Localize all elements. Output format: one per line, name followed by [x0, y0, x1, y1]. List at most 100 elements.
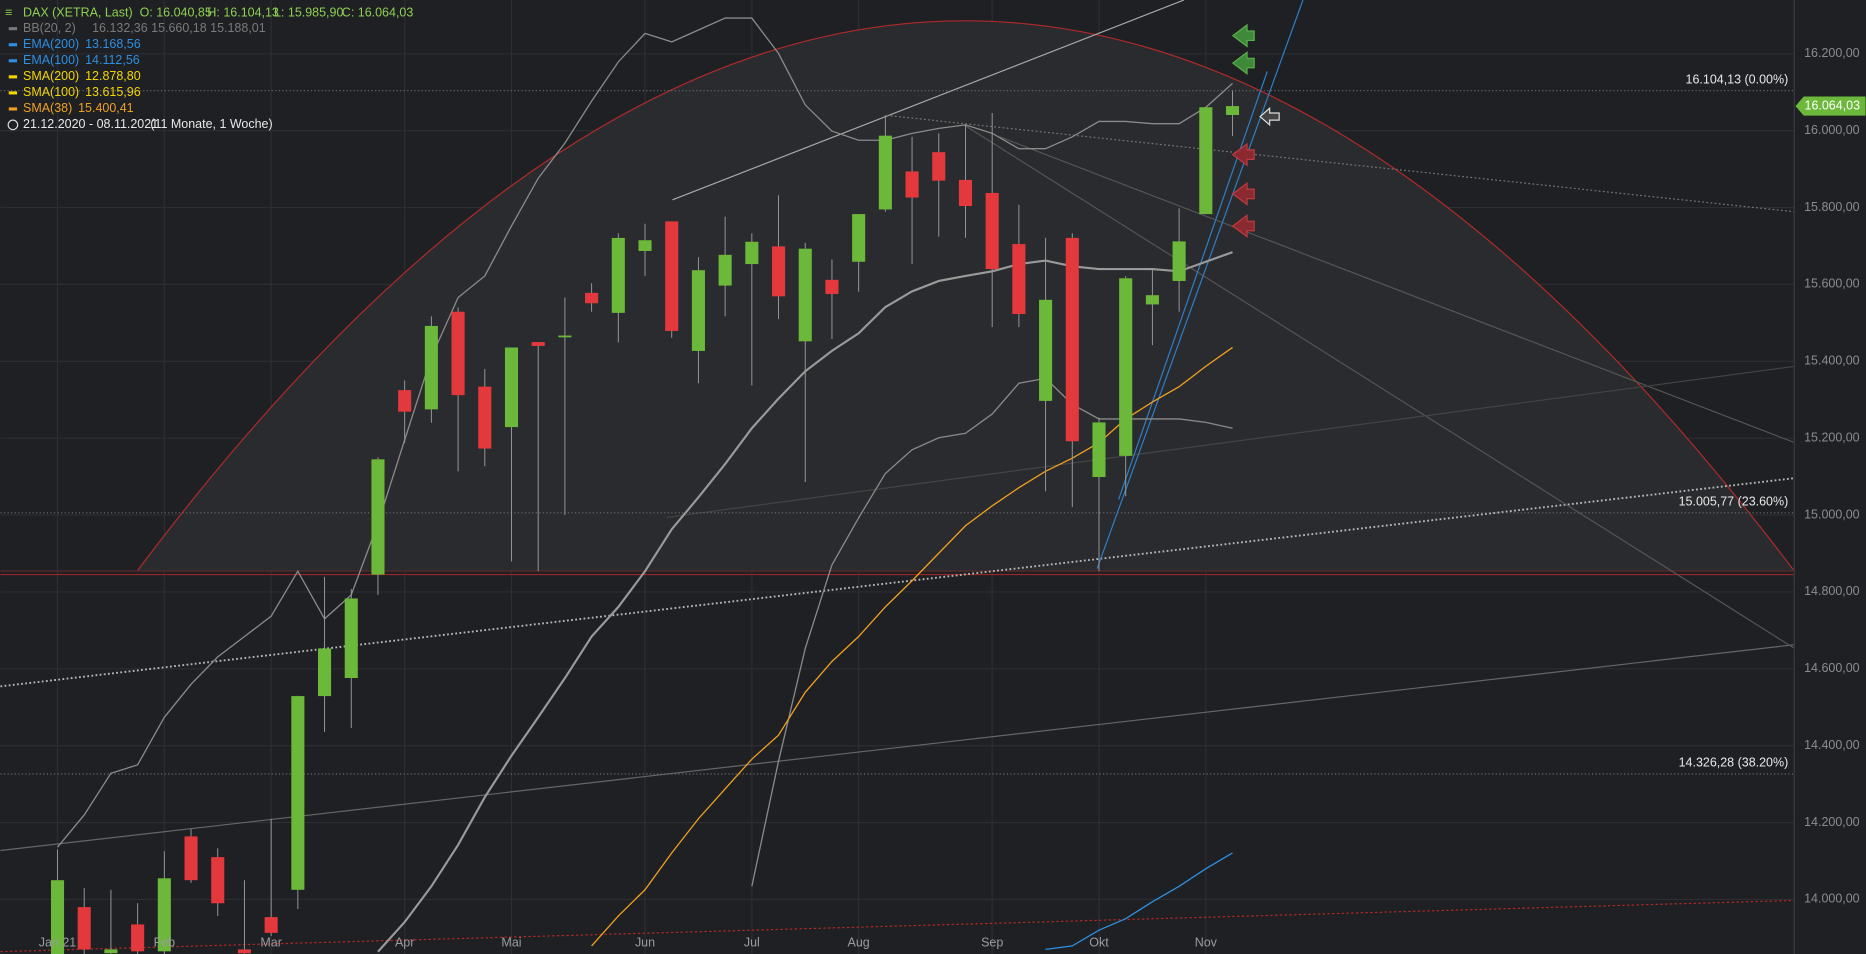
header-low: L: 15.985,90 [274, 5, 343, 19]
legend-value: 13.168,56 [85, 37, 141, 51]
y-tick-label: 16.000,00 [1804, 123, 1860, 137]
x-tick-label: Sep [981, 936, 1003, 950]
candle-body [1172, 241, 1186, 281]
candle-body [531, 342, 545, 346]
legend-value: 13.615,96 [85, 85, 141, 99]
arrow-left [1259, 106, 1280, 127]
legend-name: EMA(200) [23, 37, 79, 51]
candle-body [451, 311, 465, 396]
legend-swatch [8, 43, 18, 47]
candle-body [1199, 107, 1213, 215]
candle-body [932, 152, 946, 181]
candle-body [691, 270, 705, 351]
signal-arrows [1231, 23, 1280, 238]
candle-body [1145, 295, 1159, 305]
y-tick-label: 15.200,00 [1804, 430, 1860, 444]
y-tick-label: 16.200,00 [1804, 46, 1860, 60]
arrow-down [1231, 214, 1255, 238]
legend-name: SMA(200) [23, 69, 79, 83]
arrow-down [1231, 142, 1255, 167]
x-tick-label: Aug [848, 936, 870, 950]
legend-value: 12.878,80 [85, 69, 141, 83]
legend-swatch [8, 59, 18, 63]
header-open: O: 16.040,85 [140, 5, 212, 19]
candle-body [398, 390, 412, 412]
x-tick-label: Mar [260, 936, 282, 950]
arrow-up [1231, 51, 1255, 75]
x-tick-label: Jun [635, 936, 655, 950]
y-tick-label: 15.400,00 [1804, 354, 1860, 368]
x-tick-label: Jul [744, 936, 760, 950]
x-tick-label: Feb [154, 936, 176, 950]
candle-body [771, 246, 786, 297]
y-tick-label: 14.000,00 [1804, 892, 1860, 906]
chart-icon: ≡ [5, 5, 12, 19]
trend-line [963, 124, 1795, 649]
y-tick-label: 14.400,00 [1804, 738, 1860, 752]
candle-body [852, 214, 866, 262]
legend-value: 15.400,41 [78, 101, 134, 115]
candle-body [611, 237, 625, 313]
legend-swatch [8, 75, 18, 79]
candle-body [985, 192, 999, 270]
x-tick-label: Nov [1195, 936, 1218, 950]
level-label: 16.104,13 (0.00%) [1686, 72, 1789, 86]
trend-line [672, 0, 1185, 201]
arrow-up [1231, 23, 1255, 48]
candle-body [424, 325, 438, 410]
y-tick-label: 14.800,00 [1804, 584, 1860, 598]
x-tick-label: Apr [395, 936, 414, 950]
y-tick-label: 15.800,00 [1804, 200, 1860, 214]
candle-body [638, 240, 652, 251]
candle-body [1065, 237, 1079, 442]
price-tag [1795, 96, 1866, 116]
level-label: 15.005,77 (23.60%) [1679, 494, 1789, 508]
header-title: DAX (XETRA, Last) [23, 5, 133, 19]
candle-body [291, 696, 305, 890]
candle-body [131, 924, 145, 952]
candle-body [504, 347, 519, 428]
indicator-line [751, 377, 1233, 887]
candle-body [825, 279, 839, 295]
candle-body [77, 907, 91, 950]
trend-line [0, 899, 1795, 953]
trend-line [1118, 71, 1268, 500]
legend-swatch [8, 91, 18, 95]
legend-name: BB(20, 2) [23, 21, 76, 35]
indicator-line [1045, 852, 1233, 951]
trend-line [0, 477, 1795, 688]
period: 21.12.2020 - 08.11.2021 [23, 117, 158, 131]
candle-body [558, 335, 572, 338]
level-label: 14.326,28 (38.20%) [1679, 756, 1789, 770]
candle-body [1119, 278, 1133, 456]
period-note: (11 Monate, 1 Woche) [150, 117, 272, 131]
legend-name: SMA(38) [23, 101, 72, 115]
legend-name: SMA(100) [23, 85, 79, 99]
arrow-down [1231, 181, 1255, 206]
arc [136, 20, 1795, 572]
x-tick-label: Mai [501, 936, 521, 950]
candle-body [371, 459, 385, 575]
candle-body [585, 292, 599, 304]
y-tick-label: 15.000,00 [1804, 507, 1860, 521]
trend-line [999, 136, 1795, 444]
candle-body [237, 949, 251, 954]
candle-body [1092, 422, 1106, 477]
candle-body [104, 949, 118, 954]
candle-body [718, 254, 732, 286]
legend-swatch [8, 107, 18, 111]
candle-body [157, 878, 171, 952]
legend-value: 14.112,56 [85, 53, 140, 67]
candle-body [264, 917, 278, 933]
header-high: H: 16.104,13 [207, 5, 279, 19]
y-tick-label: 15.600,00 [1804, 277, 1860, 291]
y-tick-label: 14.600,00 [1804, 661, 1860, 675]
y-tick-label: 14.200,00 [1804, 815, 1860, 829]
x-tick-label: Jan 21 [39, 936, 77, 950]
candle-body [745, 241, 759, 265]
legend-swatch [8, 27, 18, 31]
header-close: C: 16.064,03 [342, 5, 414, 19]
legend-value: 16.132,36 15.660,18 15.188,01 [92, 21, 266, 35]
